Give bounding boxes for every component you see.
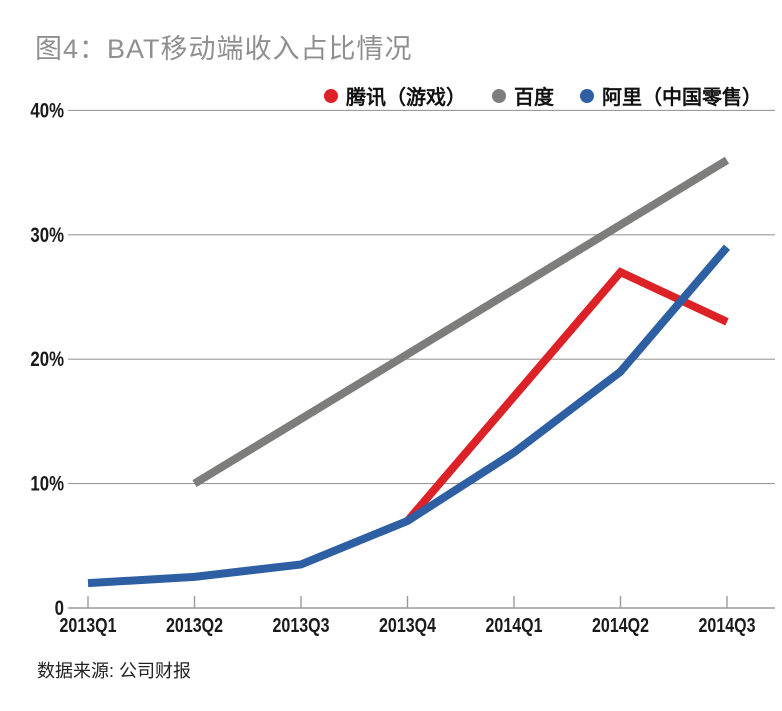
x-axis-tick-label: 2013Q4: [379, 614, 436, 636]
legend-item-ali: 阿里（中国零售）: [580, 81, 762, 110]
legend-label-ali: 阿里（中国零售）: [602, 87, 762, 109]
legend-item-baidu: 百度: [492, 81, 554, 110]
y-axis-tick-label: 20%: [30, 349, 64, 372]
x-axis-tick-label: 2013Q2: [166, 614, 223, 636]
x-axis-tick-label: 2013Q1: [60, 614, 117, 636]
x-axis-tick-label: 2013Q3: [273, 614, 330, 636]
series-line-ali: [87, 244, 731, 588]
x-axis-tick-label: 2014Q2: [592, 614, 649, 636]
x-axis-tick-label: 2014Q1: [486, 614, 543, 636]
series-line-tencent: [404, 267, 729, 524]
source-note: 数据来源: 公司财报: [37, 661, 192, 681]
series-line-baidu: [192, 156, 730, 488]
legend-label-baidu: 百度: [514, 87, 554, 109]
y-axis-tick-label: 0: [55, 597, 64, 620]
ali-dot-icon: [580, 88, 594, 103]
chart-title: 图4：BAT移动端收入占比情况: [35, 34, 413, 64]
y-axis-tick-label: 40%: [30, 100, 64, 123]
y-axis-tick-label: 30%: [30, 224, 64, 247]
y-axis-tick-label: 10%: [30, 473, 64, 496]
legend-item-tencent: 腾讯（游戏）: [324, 81, 466, 110]
chart-legend: 腾讯（游戏） 百度 阿里（中国零售）: [324, 81, 762, 110]
tencent-dot-icon: [324, 88, 338, 103]
baidu-dot-icon: [492, 88, 506, 103]
x-axis-tick-label: 2014Q3: [699, 614, 756, 636]
legend-label-tencent: 腾讯（游戏）: [346, 87, 466, 109]
